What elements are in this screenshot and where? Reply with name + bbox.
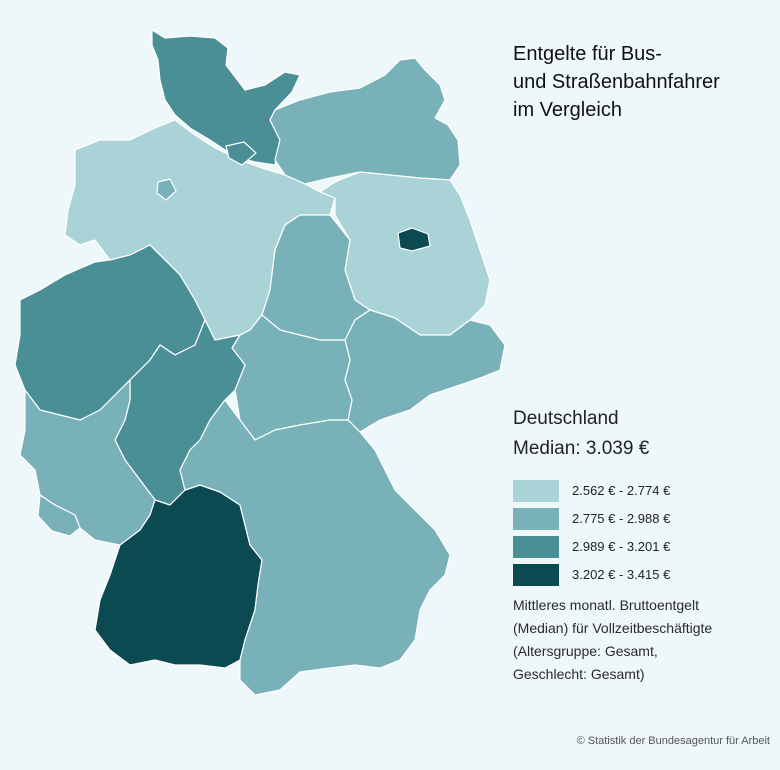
region-thueringen: [231, 314, 353, 441]
legend-label: 2.562 € - 2.774 €: [572, 483, 671, 498]
region-bayern: [179, 399, 451, 696]
legend-swatch: [513, 480, 559, 502]
legend-label: 3.202 € - 3.415 €: [572, 567, 671, 582]
legend-label: 2.989 € - 3.201 €: [572, 539, 671, 554]
germany-choropleth-map: [14, 29, 506, 696]
national-summary: Deutschland Median: 3.039 €: [513, 404, 649, 464]
note-line: (Median) für Vollzeitbeschäftigte: [513, 620, 713, 636]
legend-item: 3.202 € - 3.415 €: [513, 564, 743, 592]
title-line-1: Entgelte für Bus-: [513, 43, 662, 65]
title-line-2: und Straßenbahnfahrer: [513, 71, 720, 93]
summary-region: Deutschland: [513, 408, 619, 429]
summary-median: Median: 3.039 €: [513, 438, 650, 459]
region-hamburg: [225, 141, 257, 166]
legend: 2.562 € - 2.774 € 2.775 € - 2.988 € 2.98…: [513, 480, 743, 592]
legend-item: 2.775 € - 2.988 €: [513, 508, 743, 536]
note-line: Mittleres monatl. Bruttoentgelt: [513, 597, 699, 613]
legend-swatch: [513, 508, 559, 530]
legend-item: 2.562 € - 2.774 €: [513, 480, 743, 508]
map-title: Entgelte für Bus- und Straßenbahnfahrer …: [513, 40, 720, 124]
legend-label: 2.775 € - 2.988 €: [572, 511, 671, 526]
title-line-3: im Vergleich: [513, 99, 622, 121]
legend-item: 2.989 € - 3.201 €: [513, 536, 743, 564]
legend-swatch: [513, 564, 559, 586]
region-saarland: [37, 494, 81, 537]
legend-note: Mittleres monatl. Bruttoentgelt (Median)…: [513, 594, 712, 686]
region-bremen: [156, 178, 177, 201]
note-line: (Altersgruppe: Gesamt,: [513, 643, 658, 659]
legend-swatch: [513, 536, 559, 558]
note-line: Geschlecht: Gesamt): [513, 666, 645, 682]
region-berlin: [397, 227, 431, 252]
copyright-notice: © Statistik der Bundesagentur für Arbeit: [576, 735, 770, 747]
